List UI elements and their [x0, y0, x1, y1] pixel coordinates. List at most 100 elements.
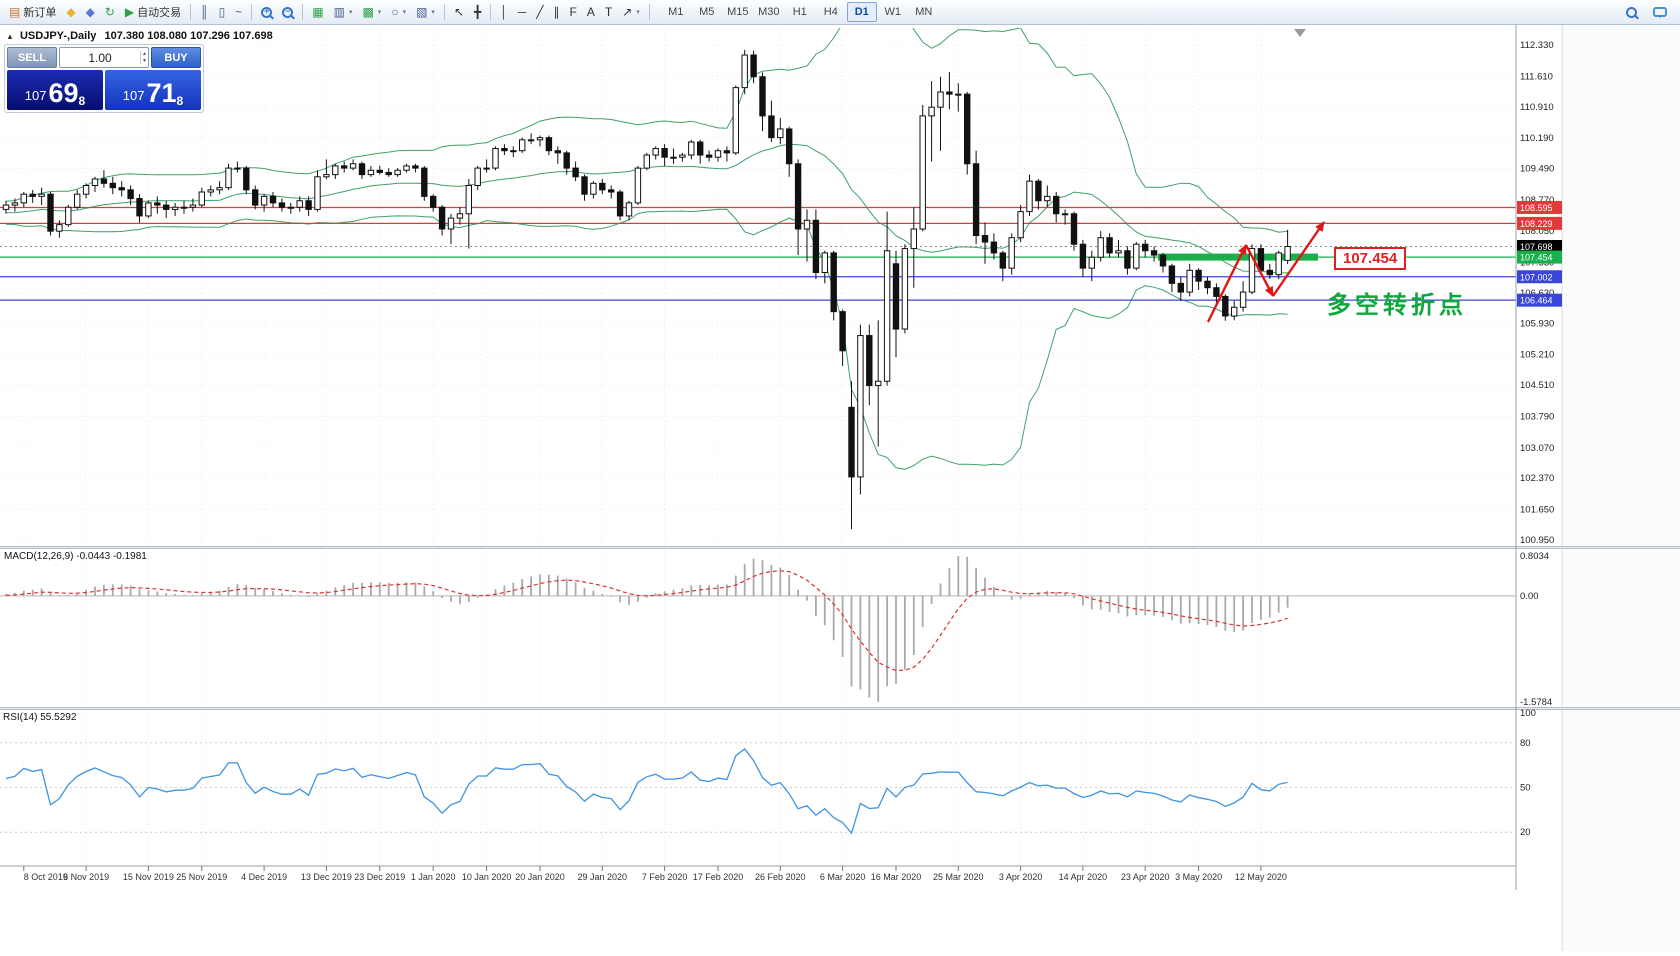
autotrading-button[interactable]: ▶ 自动交易 — [121, 1, 185, 23]
timeframe-d1[interactable]: D1 — [846, 2, 877, 22]
vertical-line-button[interactable]: │ — [496, 1, 512, 23]
svg-text:101.650: 101.650 — [1520, 505, 1554, 516]
text-button[interactable]: A — [583, 1, 599, 23]
sell-button[interactable]: SELL — [7, 47, 57, 68]
svg-text:20: 20 — [1520, 827, 1531, 838]
volume-input[interactable] — [60, 49, 140, 66]
buy-price-pips: 71 — [146, 78, 177, 108]
candlestick-chart-button[interactable]: ▯ — [215, 1, 230, 23]
autotrading-button-label: 自动交易 — [137, 7, 182, 19]
timeframe-w1[interactable]: W1 — [884, 6, 902, 18]
support-zone-rectangle[interactable] — [1158, 253, 1318, 261]
candlestick-chart-button-glyph: ▯ — [218, 5, 226, 19]
volume-spinner[interactable]: ▴ ▾ — [139, 50, 148, 65]
periods-button[interactable]: ○ ▾ — [387, 1, 410, 23]
chevron-down-icon: ▾ — [402, 9, 407, 16]
search-icon-glyph — [1626, 6, 1637, 18]
crosshair-button[interactable]: ╋ — [470, 1, 485, 23]
trendline-button[interactable]: ╱ — [532, 1, 547, 23]
toolbar-separator — [251, 4, 253, 20]
svg-text:108.595: 108.595 — [1520, 203, 1553, 213]
chevron-down-icon: ▾ — [348, 9, 353, 16]
svg-text:14 Apr 2020: 14 Apr 2020 — [1059, 872, 1108, 882]
timeframe-m1[interactable]: M1 — [668, 6, 684, 18]
sell-price-box[interactable]: 107 69 8 — [7, 70, 103, 110]
timeframe-m15[interactable]: M15 — [727, 6, 749, 18]
svg-text:7 Feb 2020: 7 Feb 2020 — [642, 872, 688, 882]
svg-text:3 May 2020: 3 May 2020 — [1175, 872, 1222, 882]
svg-text:3 Apr 2020: 3 Apr 2020 — [999, 872, 1043, 882]
chart-symbol-label: USDJPY-,Daily — [19, 30, 97, 42]
zoom-in-button[interactable]: + — [257, 1, 276, 23]
macd-histogram — [5, 556, 1289, 702]
bar-chart-button[interactable]: ║ — [196, 1, 213, 23]
line-chart-button-glyph: ~ — [235, 5, 243, 19]
new-order-button-label: 新订单 — [23, 7, 57, 19]
buy-button[interactable]: BUY — [151, 47, 201, 68]
volume-field: ▴▾ — [59, 47, 149, 68]
metaeditor-icon-glyph: ◆ — [66, 5, 76, 19]
chevron-down-icon: ▾ — [431, 9, 435, 16]
svg-text:4 Dec 2019: 4 Dec 2019 — [241, 872, 287, 882]
vertical-line-button-glyph: │ — [500, 5, 508, 19]
fibonacci-button[interactable]: F — [565, 1, 580, 23]
metaeditor-icon[interactable]: ◆ — [62, 1, 79, 23]
svg-text:80: 80 — [1520, 738, 1531, 749]
svg-text:108.050: 108.050 — [1520, 226, 1554, 237]
svg-text:25 Mar 2020: 25 Mar 2020 — [933, 872, 984, 882]
svg-text:106.464: 106.464 — [1520, 296, 1553, 306]
chart-ohlc-values: 107.380 108.080 107.296 107.698 — [104, 30, 273, 42]
auto-arrange-button[interactable]: ▦ — [308, 1, 327, 23]
fibonacci-button-glyph: F — [569, 5, 577, 19]
svg-text:108.770: 108.770 — [1520, 195, 1554, 206]
buy-price-box[interactable]: 107 71 8 — [105, 70, 201, 110]
new-chart-button[interactable]: ▩ ▾ — [358, 1, 385, 23]
chat-icon[interactable] — [1649, 1, 1671, 23]
svg-text:26 Feb 2020: 26 Feb 2020 — [755, 872, 806, 882]
timeframe-group: M1 M5 M15 M30 H1 H4 D1 W1 MN — [661, 2, 939, 22]
svg-text:103.070: 103.070 — [1520, 443, 1554, 454]
rsi-name: RSI(14) — [3, 712, 38, 723]
timeframe-m30[interactable]: M30 — [758, 6, 780, 18]
timeframe-h1[interactable]: H1 — [792, 6, 807, 18]
svg-text:23 Dec 2019: 23 Dec 2019 — [354, 872, 405, 882]
arrows-button[interactable]: ↗ ▾ — [618, 1, 644, 23]
line-chart-button[interactable]: ~ — [231, 1, 246, 23]
search-icon[interactable] — [1622, 1, 1641, 23]
volume-down-icon[interactable]: ▾ — [142, 57, 146, 64]
annotation-text[interactable]: 多空转折点 — [1327, 292, 1467, 319]
svg-text:29 Jan 2020: 29 Jan 2020 — [578, 872, 628, 882]
horizontal-line-button[interactable]: ─ — [514, 1, 531, 23]
timeframe-m5[interactable]: M5 — [699, 6, 715, 18]
zoom-out-button[interactable]: − — [278, 1, 297, 23]
svg-text:107.002: 107.002 — [1520, 272, 1553, 282]
svg-text:107.698: 107.698 — [1520, 242, 1553, 252]
level-price-label[interactable]: 107.454 — [1334, 247, 1407, 270]
svg-text:0.00: 0.00 — [1520, 591, 1539, 602]
tile-windows-button-glyph: ▥ — [333, 5, 345, 19]
timeframe-h4[interactable]: H4 — [823, 6, 838, 18]
rsi-scale[interactable]: 100 80 50 20 — [1520, 708, 1536, 838]
label-button[interactable]: T — [601, 1, 616, 23]
refresh-icon[interactable]: ↻ — [101, 1, 119, 23]
svg-text:1 Jan 2020: 1 Jan 2020 — [411, 872, 456, 882]
toolbar-separator — [190, 4, 192, 20]
svg-text:17 Feb 2020: 17 Feb 2020 — [693, 872, 744, 882]
volume-up-icon[interactable]: ▴ — [142, 50, 146, 57]
templates-button[interactable]: ▧ ▾ — [412, 1, 439, 23]
channel-button[interactable]: ∥ — [549, 1, 563, 23]
new-order-button[interactable]: ▤ 新订单 — [5, 1, 60, 23]
chevron-down-icon: ▾ — [636, 9, 640, 16]
market-watch-icon[interactable]: ◆ — [82, 1, 99, 23]
zoom-out-button-glyph: − — [282, 6, 294, 18]
tile-windows-button[interactable]: ▥ ▾ — [330, 1, 357, 23]
market-watch-icon-glyph: ◆ — [85, 5, 95, 19]
collapse-icon[interactable]: ▲ — [6, 32, 14, 41]
macd-scale[interactable]: 0.8034 0.00 -1.5784 — [1520, 551, 1552, 708]
cursor-button[interactable]: ↖ — [450, 1, 468, 23]
trend-arrows[interactable] — [1206, 221, 1325, 323]
bar-chart-button-glyph: ║ — [200, 5, 209, 19]
timeframe-mn[interactable]: MN — [915, 6, 933, 18]
